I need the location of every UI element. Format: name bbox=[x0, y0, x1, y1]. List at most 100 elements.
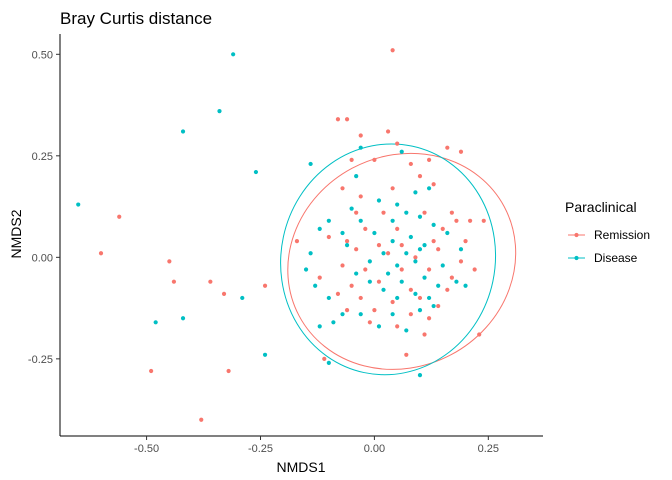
data-point-disease bbox=[417, 247, 423, 252]
data-point-remission bbox=[208, 279, 213, 284]
data-point-disease bbox=[381, 287, 386, 292]
data-point-remission bbox=[395, 226, 400, 232]
data-point-disease bbox=[358, 145, 363, 150]
axes: -0.50 -0.25 0.00 0.25 -0.25 0.00 0.25 0.50 bbox=[28, 34, 543, 455]
data-point-disease bbox=[390, 312, 395, 317]
data-point-remission bbox=[467, 218, 473, 223]
chart-title: Bray Curtis distance bbox=[60, 9, 212, 28]
data-point-disease bbox=[390, 238, 395, 244]
data-point-remission bbox=[344, 238, 350, 244]
data-point-disease bbox=[331, 320, 336, 325]
y-tick-label: 0.00 bbox=[32, 252, 53, 264]
x-tick-label: -0.25 bbox=[248, 443, 273, 455]
data-point-disease bbox=[180, 316, 186, 321]
legend-label-remission: Remission bbox=[594, 228, 650, 242]
data-point-remission bbox=[322, 356, 327, 361]
x-tick-label: 0.25 bbox=[478, 443, 499, 455]
data-point-disease bbox=[231, 52, 236, 57]
data-point-remission bbox=[376, 279, 382, 284]
data-point-remission bbox=[372, 157, 377, 162]
x-axis-ticks: -0.50 -0.25 0.00 0.25 bbox=[134, 436, 499, 455]
data-point-disease bbox=[367, 279, 372, 284]
data-point-disease bbox=[431, 222, 436, 227]
legend-label-disease: Disease bbox=[594, 251, 638, 265]
data-point-disease bbox=[367, 259, 372, 264]
data-point-disease bbox=[372, 230, 377, 236]
plot-panel bbox=[76, 48, 517, 422]
data-point-remission bbox=[372, 308, 377, 313]
data-point-disease bbox=[253, 169, 259, 175]
legend-key-point bbox=[574, 232, 579, 238]
confidence-ellipse-remission bbox=[287, 152, 517, 370]
data-point-disease bbox=[413, 259, 418, 264]
data-point-remission bbox=[445, 287, 450, 292]
data-point-disease bbox=[422, 243, 427, 248]
data-point-remission bbox=[449, 275, 454, 280]
data-point-disease bbox=[431, 303, 436, 309]
data-point-remission bbox=[358, 133, 363, 138]
data-point-remission bbox=[458, 259, 464, 264]
data-point-remission bbox=[363, 267, 368, 272]
data-point-disease bbox=[417, 308, 423, 313]
data-point-remission bbox=[431, 182, 436, 187]
data-point-disease bbox=[303, 267, 309, 272]
data-point-disease bbox=[390, 218, 395, 223]
data-point-remission bbox=[404, 352, 409, 357]
data-point-disease bbox=[426, 295, 432, 301]
data-point-disease bbox=[326, 360, 331, 366]
data-point-disease bbox=[426, 186, 432, 191]
data-point-disease bbox=[436, 283, 441, 288]
legend-key-point bbox=[574, 255, 579, 261]
data-point-remission bbox=[390, 186, 395, 191]
data-point-disease bbox=[463, 283, 468, 288]
data-point-remission bbox=[417, 174, 423, 179]
data-point-remission bbox=[454, 218, 459, 223]
data-point-remission bbox=[317, 275, 322, 280]
data-point-remission bbox=[426, 157, 432, 162]
data-point-remission bbox=[417, 295, 423, 301]
y-tick-label: 0.25 bbox=[32, 151, 53, 163]
data-point-disease bbox=[340, 312, 345, 317]
data-point-remission bbox=[358, 295, 363, 301]
data-point-remission bbox=[445, 145, 450, 150]
x-tick-label: -0.50 bbox=[134, 443, 159, 455]
data-point-remission bbox=[477, 332, 482, 337]
data-point-disease bbox=[404, 210, 409, 215]
data-point-remission bbox=[349, 283, 354, 288]
data-point-remission bbox=[440, 226, 445, 232]
data-point-remission bbox=[363, 226, 368, 232]
data-point-disease bbox=[262, 352, 268, 357]
data-point-disease bbox=[413, 190, 418, 195]
data-point-disease bbox=[417, 372, 423, 378]
data-point-disease bbox=[385, 271, 391, 276]
data-point-remission bbox=[422, 332, 427, 337]
data-point-disease bbox=[376, 198, 382, 203]
data-point-remission bbox=[399, 243, 404, 248]
data-point-disease bbox=[454, 279, 459, 284]
x-tick-label: 0.00 bbox=[364, 443, 385, 455]
data-point-disease bbox=[422, 275, 427, 280]
data-point-disease bbox=[354, 271, 359, 276]
data-point-disease bbox=[308, 161, 313, 167]
y-axis-ticks: -0.25 0.00 0.25 0.50 bbox=[28, 49, 60, 366]
data-point-remission bbox=[226, 368, 231, 374]
y-tick-label: 0.50 bbox=[32, 49, 53, 61]
data-point-remission bbox=[376, 243, 382, 248]
data-point-disease bbox=[440, 263, 445, 268]
data-point-remission bbox=[449, 210, 454, 215]
data-point-remission bbox=[294, 238, 300, 244]
data-point-remission bbox=[458, 149, 464, 154]
data-point-remission bbox=[354, 210, 359, 215]
data-point-remission bbox=[340, 186, 345, 191]
confidence-ellipse-disease bbox=[280, 143, 497, 376]
data-point-disease bbox=[445, 230, 450, 236]
data-point-disease bbox=[395, 295, 400, 301]
x-axis-title: NMDS1 bbox=[276, 459, 325, 475]
data-point-disease bbox=[376, 324, 382, 329]
data-point-disease bbox=[326, 218, 331, 223]
data-point-remission bbox=[117, 214, 122, 219]
data-point-remission bbox=[385, 129, 391, 134]
data-point-disease bbox=[395, 263, 400, 268]
data-point-disease bbox=[417, 214, 423, 219]
